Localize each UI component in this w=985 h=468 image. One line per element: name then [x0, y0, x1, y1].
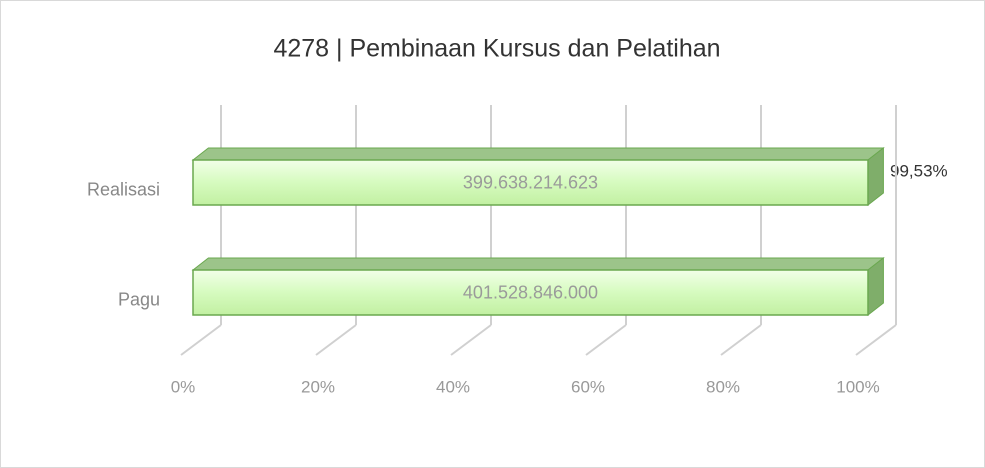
value-label: 401.528.846.000: [463, 282, 598, 302]
grid-line: [855, 324, 897, 356]
bar-front: [192, 159, 869, 206]
grid-line: [720, 324, 762, 356]
category-label: Realisasi: [87, 179, 160, 199]
bar-top: [191, 257, 885, 271]
bar-top: [191, 147, 885, 161]
x-tick-label: 100%: [836, 377, 879, 396]
bar: [191, 146, 885, 207]
chart-title: 4278 | Pembinaan Kursus dan Pelatihan: [273, 35, 720, 63]
bar-front: [192, 269, 869, 316]
x-tick-label: 40%: [436, 377, 470, 396]
value-label: 399.638.214.623: [463, 172, 598, 192]
x-tick-label: 20%: [301, 377, 335, 396]
x-tick-label: 60%: [571, 377, 605, 396]
grid-line: [315, 324, 357, 356]
category-label: Pagu: [118, 289, 160, 309]
grid-line: [450, 324, 492, 356]
grid-line: [585, 324, 627, 356]
x-tick-label: 0%: [171, 377, 196, 396]
grid-line: [180, 324, 222, 356]
bar: [191, 256, 885, 317]
annotation: 99,53%: [890, 161, 948, 180]
x-tick-label: 80%: [706, 377, 740, 396]
